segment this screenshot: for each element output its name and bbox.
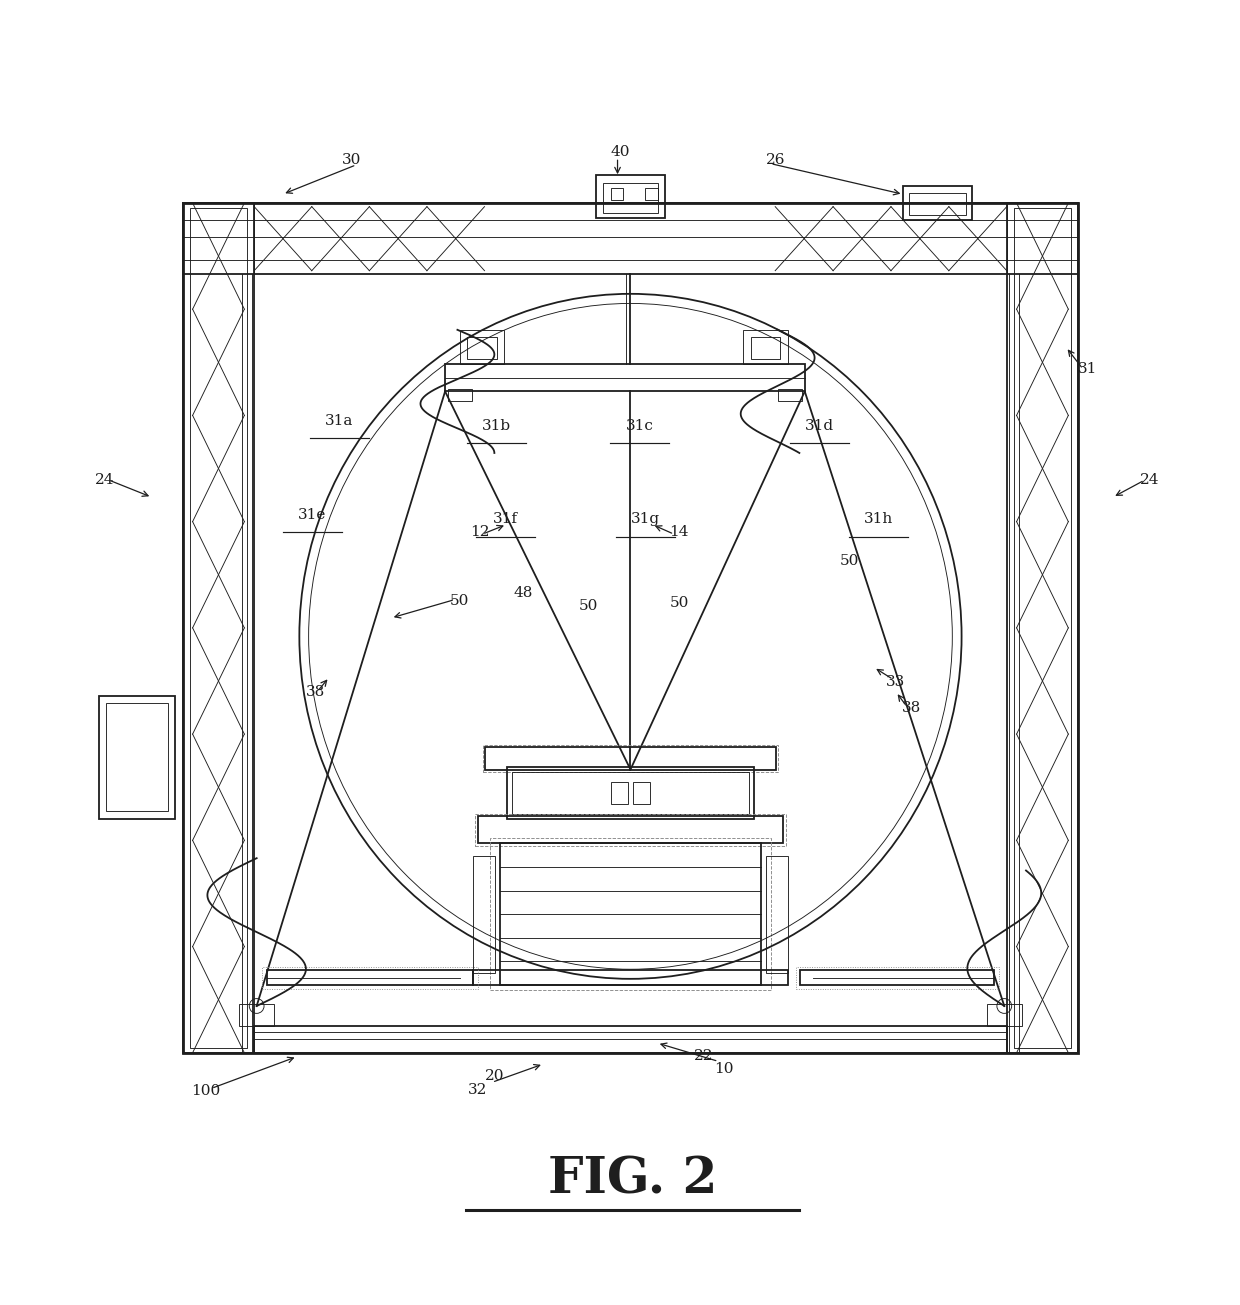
- Bar: [645, 188, 657, 201]
- Bar: [766, 856, 789, 972]
- Bar: [604, 183, 657, 213]
- Bar: [477, 817, 784, 843]
- Text: 50: 50: [839, 555, 859, 569]
- Text: 30: 30: [342, 153, 361, 167]
- Bar: [490, 839, 771, 990]
- Text: 31: 31: [1079, 363, 1097, 376]
- Text: 40: 40: [610, 145, 630, 159]
- Bar: [467, 337, 497, 359]
- Text: 50: 50: [450, 594, 470, 608]
- Text: 33: 33: [887, 675, 905, 689]
- Text: 100: 100: [191, 1084, 221, 1098]
- Text: 31e: 31e: [298, 508, 326, 522]
- Bar: [472, 971, 789, 985]
- Text: 32: 32: [467, 1083, 487, 1096]
- Bar: [903, 185, 972, 221]
- Text: 31b: 31b: [482, 419, 511, 433]
- Bar: [182, 204, 254, 1053]
- Text: 50: 50: [578, 599, 598, 612]
- Bar: [267, 971, 472, 985]
- Bar: [99, 696, 175, 818]
- Bar: [743, 330, 787, 364]
- Bar: [909, 193, 966, 215]
- Bar: [1014, 207, 1071, 1048]
- Bar: [987, 1004, 1022, 1026]
- Text: 31a: 31a: [325, 414, 353, 428]
- Bar: [460, 330, 505, 364]
- Text: 31d: 31d: [805, 419, 835, 433]
- Text: 12: 12: [470, 525, 490, 539]
- Text: 24: 24: [1140, 474, 1159, 487]
- Bar: [485, 748, 776, 770]
- Bar: [262, 967, 477, 989]
- Bar: [254, 1026, 1007, 1053]
- Bar: [632, 782, 650, 804]
- Bar: [611, 782, 627, 804]
- Bar: [445, 364, 805, 392]
- Text: 48: 48: [513, 586, 532, 600]
- Text: 50: 50: [670, 596, 688, 611]
- Text: 20: 20: [485, 1069, 505, 1083]
- Text: 31c: 31c: [626, 419, 653, 433]
- Bar: [475, 814, 786, 846]
- Bar: [777, 389, 802, 401]
- Text: 38: 38: [306, 685, 325, 699]
- Text: 31h: 31h: [864, 513, 893, 526]
- Text: 14: 14: [670, 525, 689, 539]
- Text: 31f: 31f: [494, 513, 518, 526]
- Text: 26: 26: [765, 153, 785, 167]
- Bar: [596, 175, 665, 218]
- Bar: [190, 207, 247, 1048]
- Bar: [500, 843, 761, 985]
- Bar: [107, 703, 167, 812]
- Bar: [507, 767, 754, 818]
- Bar: [1007, 204, 1078, 1053]
- Bar: [796, 967, 999, 989]
- Text: 10: 10: [714, 1062, 733, 1075]
- Bar: [801, 971, 994, 985]
- Bar: [472, 856, 495, 972]
- Text: 22: 22: [694, 1049, 713, 1064]
- Bar: [750, 337, 780, 359]
- Bar: [182, 204, 1078, 274]
- Text: 38: 38: [903, 701, 921, 715]
- Bar: [448, 389, 472, 401]
- Text: 24: 24: [95, 474, 115, 487]
- Bar: [611, 188, 622, 201]
- Bar: [482, 745, 779, 773]
- Bar: [239, 1004, 274, 1026]
- Text: 31g: 31g: [631, 513, 661, 526]
- Bar: [512, 773, 749, 814]
- Bar: [182, 204, 1078, 1053]
- Text: FIG. 2: FIG. 2: [548, 1155, 717, 1205]
